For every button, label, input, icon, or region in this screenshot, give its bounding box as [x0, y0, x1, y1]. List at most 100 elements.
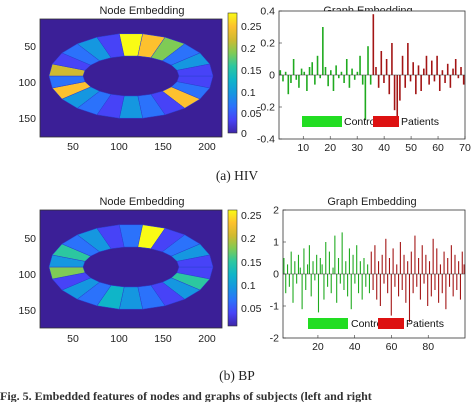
bp-patient-bar	[372, 274, 374, 290]
bp-ytick: -2	[270, 333, 279, 345]
bp-control-bar	[350, 274, 352, 310]
bp-patient-bar	[410, 251, 412, 274]
bp-patient-bar	[403, 254, 405, 274]
bp-heat-xtick: 200	[198, 333, 216, 345]
bp-control-bar	[301, 274, 303, 310]
hiv-patient-bar	[441, 70, 444, 75]
bp-patient-bar	[421, 245, 423, 274]
hiv-patient-bar	[452, 68, 454, 75]
bp-control-bar	[343, 274, 345, 290]
hiv-patient-bar	[407, 43, 409, 75]
hiv-control-bar	[343, 75, 345, 83]
hiv-patient-bar	[462, 75, 465, 85]
bp-graph-embedding: Graph Embedding 20 40 60 80 2 1 0 -1 -2 Control…	[270, 196, 466, 353]
hiv-control-bar	[308, 67, 311, 75]
bp-xtick: 80	[422, 341, 434, 353]
hiv-colorbar-ticks: 0.25 0.2 0.15 0.1 0.05 0	[241, 21, 262, 140]
bp-heat-y-ticks: 50 100 150	[18, 233, 36, 317]
bp-legend-patients-swatch	[378, 318, 404, 329]
bp-control-bar	[287, 264, 289, 274]
hiv-patient-bar	[436, 55, 438, 75]
bp-patient-bar	[392, 248, 394, 274]
bp-patient-bar	[394, 274, 396, 287]
hiv-patient-bar	[430, 60, 433, 75]
bp-control-bar	[334, 235, 336, 274]
hiv-control-bar	[340, 71, 343, 75]
hiv-control-bar	[295, 75, 298, 80]
bp-ytick: -1	[270, 301, 279, 313]
hiv-heat-x-ticks: 50 100 150 200	[67, 141, 216, 153]
hiv-control-bar	[359, 55, 361, 75]
hiv-ytick: 0	[269, 70, 275, 82]
brain-cavity	[85, 248, 177, 286]
figure-footer-text: Fig. 5. Embedded features of nodes and g…	[0, 389, 372, 402]
hiv-xtick: 70	[459, 142, 471, 154]
hiv-bar-y-ticks: 0.4 0.2 0 -0.2 -0.4	[257, 6, 282, 146]
bp-patient-bar	[385, 238, 387, 274]
bp-patient-bar	[445, 274, 447, 310]
hiv-heat-y-ticks: 50 100 150	[18, 41, 36, 125]
caption-hiv: (a) HIV	[216, 168, 259, 183]
hiv-control-bar	[361, 75, 364, 85]
hiv-heat-ytick: 150	[18, 113, 36, 125]
hiv-control-bar	[353, 75, 356, 80]
hiv-heat-xtick: 200	[198, 141, 216, 153]
bp-control-bar	[312, 261, 314, 274]
bp-patient-bar	[447, 258, 449, 274]
brain-region	[176, 63, 214, 77]
bp-control-bar	[352, 254, 354, 274]
bp-patient-bar	[378, 261, 380, 274]
bp-control-bar	[308, 245, 310, 274]
hiv-patient-bar	[399, 75, 401, 101]
bp-control-bar	[288, 274, 290, 287]
hiv-heat-ytick: 50	[24, 41, 36, 53]
bp-heat-ytick: 50	[24, 233, 36, 245]
bp-node-embedding: Node Embedding 50 100 150 200 50 100 150…	[18, 196, 261, 345]
brain-cavity	[85, 57, 177, 95]
hiv-control-bar	[351, 68, 353, 75]
hiv-legend-patients-swatch	[373, 116, 399, 127]
bp-control-bar	[285, 274, 287, 294]
hiv-xtick: 50	[405, 142, 417, 154]
bp-control-bar	[341, 232, 343, 274]
hiv-patient-bar	[391, 43, 393, 75]
bp-colorbar-tick: 0.1	[241, 280, 256, 292]
bp-patient-bar	[387, 274, 389, 294]
bp-control-bar	[359, 261, 361, 274]
hiv-control-bar	[292, 59, 295, 75]
bp-control-bar	[292, 274, 294, 303]
hiv-control-bar	[367, 46, 369, 75]
hiv-patient-bar	[383, 75, 385, 83]
hiv-patient-bar	[412, 62, 414, 75]
bp-patient-bar	[388, 258, 391, 274]
hiv-control-bar	[335, 65, 337, 75]
bp-control-bar	[316, 254, 318, 274]
hiv-patient-bar	[375, 67, 377, 75]
hiv-patient-bar	[423, 68, 425, 75]
bp-control-bar	[354, 274, 356, 284]
bp-patient-bar	[399, 242, 401, 274]
hiv-legend: Controls Patients	[302, 116, 439, 128]
bp-patient-bar	[456, 274, 458, 290]
hiv-control-bar	[348, 75, 351, 88]
bp-ytick: 1	[273, 237, 279, 249]
bp-heat-xtick: 100	[110, 333, 128, 345]
hiv-heat-xtick: 50	[67, 141, 79, 153]
bp-legend: Controls Patients	[308, 318, 444, 330]
hiv-control-bar	[319, 75, 321, 79]
hiv-node-title: Node Embedding	[99, 5, 184, 17]
hiv-control-bar	[314, 75, 316, 85]
bp-control-bar	[321, 264, 323, 274]
bp-control-bar	[317, 274, 320, 313]
bp-patient-bar	[416, 274, 418, 287]
bp-heat-xtick: 150	[154, 333, 172, 345]
brain-region	[176, 254, 214, 268]
hiv-patient-bar	[377, 75, 380, 88]
hiv-patient-bar	[446, 63, 449, 75]
bp-control-bar	[290, 251, 292, 274]
bp-heat-xtick: 50	[67, 333, 79, 345]
hiv-heat-ytick: 100	[18, 77, 36, 89]
hiv-xtick: 30	[351, 142, 363, 154]
bp-patient-bar	[376, 274, 378, 300]
